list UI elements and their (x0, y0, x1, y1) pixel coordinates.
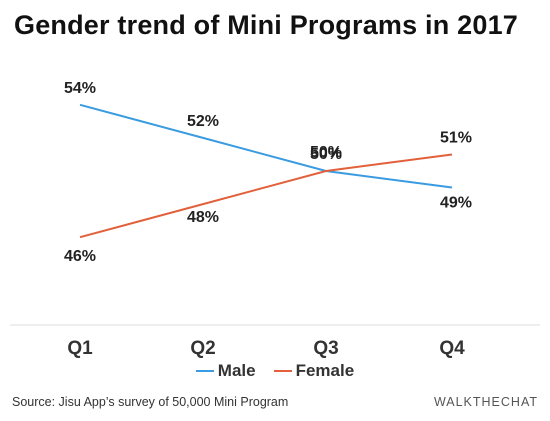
data-label-male-q4: 49% (440, 195, 472, 212)
data-label-female-q3: 50% (310, 144, 342, 161)
data-label-female-q4: 51% (440, 129, 472, 146)
series-line-female (79, 153, 453, 239)
legend-swatch-female (273, 370, 292, 372)
data-label-female-q1: 46% (64, 248, 96, 265)
chart-title: Gender trend of Mini Programs in 2017 (14, 10, 519, 40)
data-label-female-q2: 48% (187, 209, 219, 226)
legend-item-female: Female (273, 361, 355, 381)
legend-item-male: Male (195, 361, 256, 381)
x-tick-q3: Q3 (313, 338, 338, 359)
x-tick-q1: Q1 (67, 338, 93, 359)
legend: Male Female (0, 361, 550, 381)
data-label-male-q3: 50% (310, 146, 342, 163)
legend-label-female: Female (295, 361, 355, 380)
x-tick-q2: Q2 (190, 338, 215, 359)
source-note: Source: Jisu App’s survey of 50,000 Mini… (12, 395, 289, 409)
brand-logo: WALKTHECHAT (433, 395, 538, 409)
data-label-male-q2: 52% (187, 113, 219, 130)
data-labels: 54%52%50%49%46%48%50%51% (64, 80, 472, 265)
x-tick-q4: Q4 (439, 338, 465, 359)
series-layer (79, 103, 453, 239)
legend-swatch-male (195, 370, 214, 372)
series-line-male (79, 103, 453, 189)
data-label-male-q1: 54% (64, 80, 96, 97)
legend-label-male: Male (217, 361, 256, 380)
x-tick-labels: Q1 Q2 Q3 Q4 (67, 338, 465, 359)
